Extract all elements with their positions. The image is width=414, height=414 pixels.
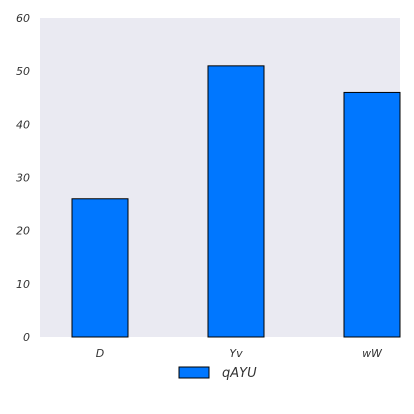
- bar: [343, 91, 401, 338]
- y-tick-label: 20: [16, 225, 30, 238]
- y-tick-label: 30: [16, 172, 30, 185]
- bar: [71, 198, 129, 338]
- bar: [207, 65, 265, 338]
- x-tick-label: Yv: [229, 347, 243, 360]
- y-tick-label: 60: [16, 12, 30, 25]
- y-tick-label: 10: [16, 278, 30, 291]
- x-axis-ticks: D Yv wW: [96, 347, 383, 360]
- legend-swatch: [178, 366, 210, 379]
- y-tick-label: 50: [16, 65, 30, 78]
- x-tick-label: wW: [362, 347, 383, 360]
- legend-label: qAYU: [222, 366, 257, 381]
- x-tick-label: D: [96, 347, 104, 360]
- y-tick-label: 40: [16, 118, 30, 131]
- bar-series: [71, 65, 401, 338]
- y-axis-ticks: 0 10 20 30 40 50 60: [16, 12, 30, 344]
- y-tick-label: 0: [23, 331, 30, 344]
- legend: qAYU: [178, 366, 257, 381]
